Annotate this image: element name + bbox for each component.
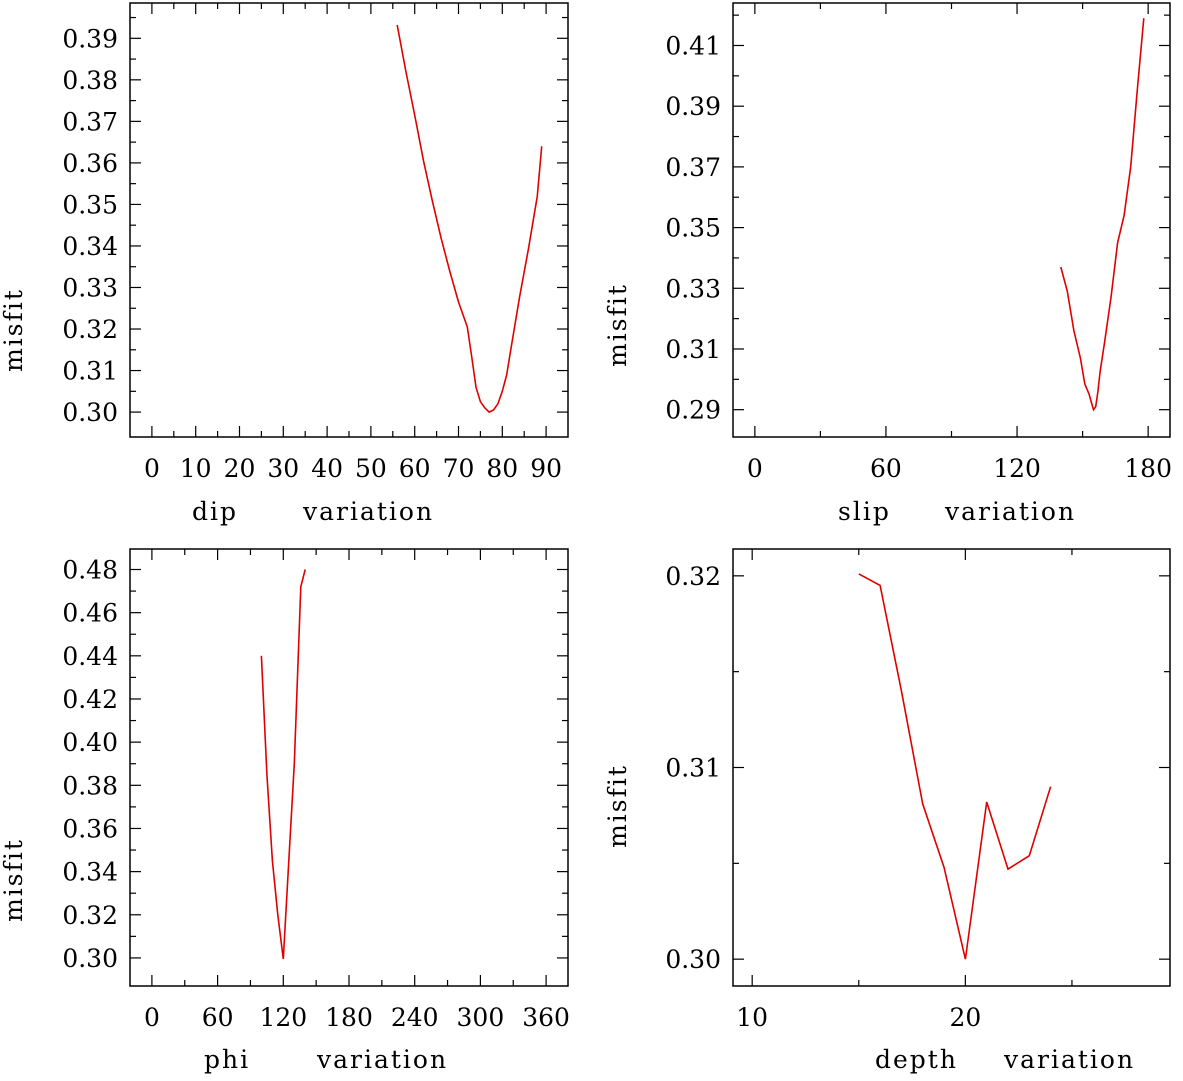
panel-phi: 0 60 120 180 240 300 360 0.30 0.32 0.34 0.36 0.38 0.…	[62, 548, 570, 1032]
dip-xtick-label: 70	[443, 454, 475, 483]
dip-ytick-label: 0.32	[62, 315, 118, 344]
depth-xtick-label: 20	[949, 1003, 981, 1032]
xlabel-slip: slip	[838, 497, 891, 526]
xlabel-phi-variation: variation	[316, 1045, 448, 1074]
dip-xtick-label: 0	[144, 454, 160, 483]
xlabel-depth-variation: variation	[1003, 1045, 1135, 1074]
phi-ytick-label: 0.34	[62, 858, 118, 887]
dip-ytick-label: 0.30	[62, 398, 118, 427]
dip-series-line	[396, 24, 543, 414]
xlabel-dip-variation: variation	[302, 497, 434, 526]
phi-ytick-label: 0.32	[62, 901, 118, 930]
dip-ytick-label: 0.38	[62, 66, 118, 95]
slip-series-line	[1060, 18, 1145, 412]
dip-ytick-label: 0.33	[62, 273, 118, 302]
slip-ytick-label: 0.33	[665, 274, 721, 303]
phi-ytick-label: 0.44	[62, 642, 118, 671]
depth-ytick-label: 0.31	[665, 754, 721, 783]
phi-xtick-label: 0	[144, 1003, 160, 1032]
xlabel-depth: depth	[875, 1045, 958, 1074]
panel-dip: 0 10 20 30 40 50 60 70 80 90 0.30 0.31 0.32 0.33 0.34 0…	[62, 2, 569, 483]
panel-slip: 0 60 120 180 0.29 0.31 0.33 0.35 0.37 0.39 0.41	[665, 2, 1172, 483]
ylabel-slip: misfit	[603, 283, 632, 367]
slip-xtick-label: 60	[870, 454, 902, 483]
slip-ytick-label: 0.29	[665, 396, 721, 425]
phi-ytick-label: 0.36	[62, 814, 118, 843]
slip-xtick-label: 0	[747, 454, 763, 483]
slip-ytick-label: 0.31	[665, 335, 721, 364]
depth-ytick-label: 0.30	[665, 945, 721, 974]
dip-xtick-label: 80	[486, 454, 518, 483]
dip-xtick-label: 50	[355, 454, 387, 483]
dip-xtick-label: 30	[267, 454, 299, 483]
slip-ytick-label: 0.39	[665, 92, 721, 121]
dip-ytick-label: 0.34	[62, 232, 118, 261]
dip-ytick-label: 0.36	[62, 149, 118, 178]
dip-ytick-label: 0.31	[62, 357, 118, 386]
phi-plot-frame	[129, 548, 569, 987]
dip-plot-frame	[129, 2, 569, 438]
slip-xtick-label: 120	[993, 454, 1041, 483]
panel-depth: 10 20 0.30 0.31 0.32	[665, 548, 1171, 1032]
dip-ytick-label: 0.39	[62, 24, 118, 53]
xlabel-slip-variation: variation	[944, 497, 1076, 526]
ylabel-phi: misfit	[0, 838, 28, 922]
ylabel-depth: misfit	[603, 764, 632, 848]
phi-ytick-label: 0.42	[62, 685, 118, 714]
phi-ytick-label: 0.40	[62, 728, 118, 757]
phi-xtick-label: 360	[522, 1003, 570, 1032]
dip-xtick-label: 10	[180, 454, 212, 483]
phi-xtick-label: 120	[259, 1003, 307, 1032]
phi-xtick-label: 300	[457, 1003, 505, 1032]
dip-ytick-label: 0.35	[62, 190, 118, 219]
depth-xtick-label: 10	[736, 1003, 768, 1032]
dip-xtick-label: 40	[311, 454, 343, 483]
slip-plot-frame	[732, 2, 1171, 438]
xlabel-phi: phi	[204, 1045, 250, 1074]
phi-ytick-label: 0.38	[62, 771, 118, 800]
phi-xtick-label: 180	[325, 1003, 373, 1032]
dip-xtick-label: 20	[224, 454, 256, 483]
phi-ytick-label: 0.46	[62, 599, 118, 628]
depth-ytick-label: 0.32	[665, 562, 721, 591]
phi-series-line	[260, 569, 306, 960]
slip-ytick-label: 0.41	[665, 31, 721, 60]
phi-ytick-label: 0.48	[62, 556, 118, 585]
phi-xtick-label: 240	[391, 1003, 439, 1032]
depth-plot-frame	[732, 548, 1171, 987]
dip-xtick-label: 60	[399, 454, 431, 483]
slip-ytick-label: 0.37	[665, 153, 721, 182]
ylabel-dip: misfit	[0, 288, 28, 372]
slip-xtick-label: 180	[1124, 454, 1172, 483]
phi-ytick-label: 0.30	[62, 944, 118, 973]
xlabel-dip: dip	[192, 497, 238, 526]
slip-ytick-label: 0.35	[665, 214, 721, 243]
dip-xtick-label: 90	[530, 454, 562, 483]
dip-ytick-label: 0.37	[62, 107, 118, 136]
depth-series-line	[858, 573, 1052, 960]
phi-xtick-label: 60	[202, 1003, 234, 1032]
